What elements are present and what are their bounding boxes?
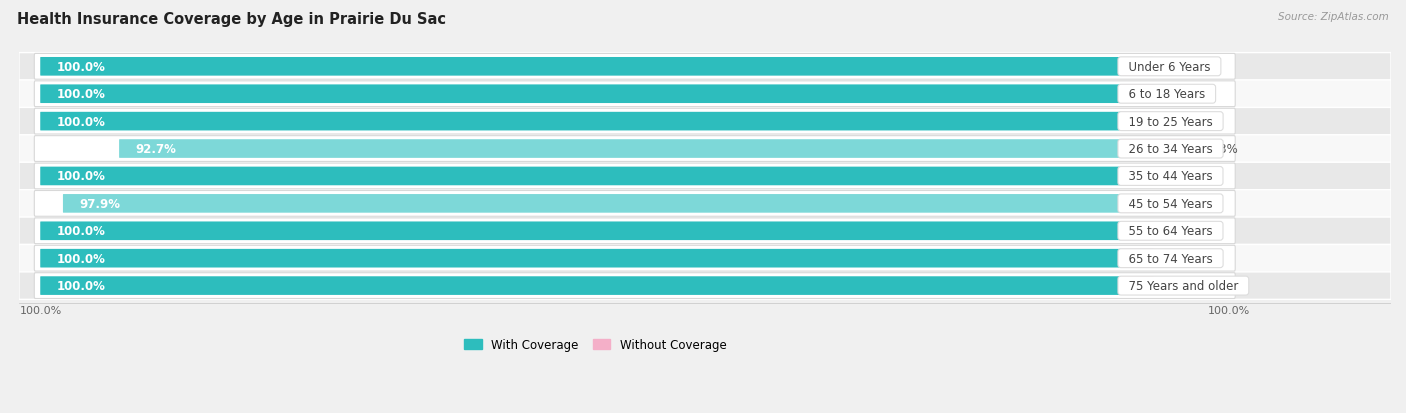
FancyBboxPatch shape	[34, 273, 1236, 299]
FancyBboxPatch shape	[18, 53, 1391, 81]
FancyBboxPatch shape	[34, 246, 1236, 271]
Text: Source: ZipAtlas.com: Source: ZipAtlas.com	[1278, 12, 1389, 22]
FancyBboxPatch shape	[34, 218, 1236, 244]
Text: 100.0%: 100.0%	[56, 88, 105, 101]
Text: 100.0%: 100.0%	[56, 252, 105, 265]
Text: 0.0%: 0.0%	[1161, 61, 1192, 74]
FancyBboxPatch shape	[1121, 85, 1154, 104]
FancyBboxPatch shape	[41, 85, 1121, 104]
FancyBboxPatch shape	[1121, 112, 1154, 131]
FancyBboxPatch shape	[34, 54, 1236, 80]
FancyBboxPatch shape	[41, 112, 1121, 131]
Text: 2.1%: 2.1%	[1161, 197, 1192, 210]
FancyBboxPatch shape	[34, 82, 1236, 107]
Text: 92.7%: 92.7%	[135, 143, 177, 156]
FancyBboxPatch shape	[18, 108, 1391, 135]
Text: 100.0%: 100.0%	[56, 280, 105, 292]
Text: 97.9%: 97.9%	[80, 197, 121, 210]
FancyBboxPatch shape	[120, 140, 1121, 159]
Text: 100.0%: 100.0%	[56, 225, 105, 238]
Text: 100.0%: 100.0%	[56, 115, 105, 128]
FancyBboxPatch shape	[1121, 277, 1154, 295]
Text: 35 to 44 Years: 35 to 44 Years	[1121, 170, 1220, 183]
FancyBboxPatch shape	[18, 190, 1391, 218]
Text: 0.0%: 0.0%	[1161, 225, 1192, 238]
Text: Under 6 Years: Under 6 Years	[1121, 61, 1218, 74]
FancyBboxPatch shape	[41, 249, 1121, 268]
FancyBboxPatch shape	[1121, 222, 1154, 240]
Text: 19 to 25 Years: 19 to 25 Years	[1121, 115, 1220, 128]
FancyBboxPatch shape	[1121, 58, 1154, 76]
Text: 100.0%: 100.0%	[1208, 306, 1250, 316]
Text: 26 to 34 Years: 26 to 34 Years	[1121, 143, 1220, 156]
Text: 0.0%: 0.0%	[1161, 115, 1192, 128]
FancyBboxPatch shape	[34, 164, 1236, 190]
Text: 0.0%: 0.0%	[1161, 170, 1192, 183]
Text: 7.3%: 7.3%	[1208, 143, 1239, 156]
Text: Health Insurance Coverage by Age in Prairie Du Sac: Health Insurance Coverage by Age in Prai…	[17, 12, 446, 27]
FancyBboxPatch shape	[18, 163, 1391, 190]
Text: 65 to 74 Years: 65 to 74 Years	[1121, 252, 1220, 265]
FancyBboxPatch shape	[34, 136, 1236, 162]
FancyBboxPatch shape	[34, 191, 1236, 217]
Text: 55 to 64 Years: 55 to 64 Years	[1121, 225, 1220, 238]
FancyBboxPatch shape	[34, 109, 1236, 135]
Text: 100.0%: 100.0%	[56, 61, 105, 74]
FancyBboxPatch shape	[41, 222, 1121, 240]
FancyBboxPatch shape	[18, 218, 1391, 245]
Text: 75 Years and older: 75 Years and older	[1121, 280, 1246, 292]
Text: 0.0%: 0.0%	[1161, 252, 1192, 265]
Text: 0.0%: 0.0%	[1161, 88, 1192, 101]
FancyBboxPatch shape	[1121, 249, 1154, 268]
FancyBboxPatch shape	[41, 58, 1121, 76]
Text: 0.0%: 0.0%	[1161, 280, 1192, 292]
FancyBboxPatch shape	[18, 135, 1391, 163]
FancyBboxPatch shape	[1121, 167, 1154, 186]
Text: 6 to 18 Years: 6 to 18 Years	[1121, 88, 1212, 101]
FancyBboxPatch shape	[18, 81, 1391, 108]
FancyBboxPatch shape	[18, 272, 1391, 299]
Text: 100.0%: 100.0%	[56, 170, 105, 183]
Legend: With Coverage, Without Coverage: With Coverage, Without Coverage	[460, 333, 731, 356]
FancyBboxPatch shape	[63, 195, 1121, 213]
FancyBboxPatch shape	[41, 167, 1121, 186]
FancyBboxPatch shape	[1121, 140, 1201, 159]
FancyBboxPatch shape	[1121, 195, 1154, 213]
FancyBboxPatch shape	[41, 277, 1121, 295]
Text: 100.0%: 100.0%	[20, 306, 62, 316]
FancyBboxPatch shape	[18, 245, 1391, 272]
Text: 45 to 54 Years: 45 to 54 Years	[1121, 197, 1220, 210]
